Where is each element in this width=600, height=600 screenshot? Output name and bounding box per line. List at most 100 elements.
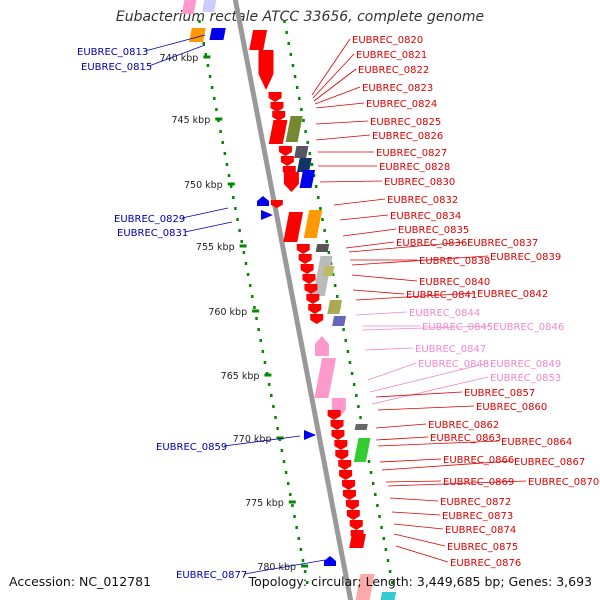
- tick-line-left-dot: [303, 570, 307, 573]
- scale-major-tick: [264, 373, 272, 377]
- scale-label-775-kbp: 775 kbp: [245, 498, 284, 509]
- tick-line-left-dot: [238, 229, 241, 232]
- feature-red-run-7: [310, 314, 324, 324]
- leader-line: [315, 102, 365, 109]
- leader-line: [184, 221, 233, 233]
- gene-label-eubrec_0862: EUBREC_0862: [428, 420, 499, 431]
- feature-blue: [209, 28, 226, 40]
- gene-label-eubrec_0875: EUBREC_0875: [447, 542, 518, 553]
- feature-orange: [303, 210, 323, 238]
- genome-backbone: [232, 0, 354, 600]
- tick-line-right-dot: [310, 163, 314, 166]
- tick-line-right-dot: [378, 515, 381, 518]
- leader-line: [375, 423, 427, 429]
- tick-line-left-dot: [297, 537, 301, 540]
- tick-line-right-dot: [327, 251, 331, 254]
- tick-line-right-dot: [367, 460, 371, 463]
- gene-label-eubrec_0853: EUBREC_0853: [490, 373, 561, 384]
- leader-line: [393, 533, 446, 547]
- topology-summary: Topology: circular; Length: 3,449,685 bp…: [248, 574, 592, 589]
- tick-line-right-dot: [298, 97, 301, 100]
- feature-red-arrow: [283, 172, 299, 192]
- feature-red: [268, 120, 288, 144]
- gene-label-eubrec_0844: EUBREC_0844: [409, 308, 480, 319]
- feature-red: [249, 30, 268, 50]
- tick-line-left-dot: [248, 284, 252, 287]
- leader-line: [369, 362, 489, 393]
- tick-line-right-dot: [314, 185, 318, 188]
- tick-line-left-dot: [232, 196, 235, 199]
- tick-line-right-dot: [289, 53, 293, 56]
- leader-line: [315, 120, 369, 125]
- scale-label-755-kbp: 755 kbp: [196, 242, 235, 253]
- gene-label-eubrec_0842: EUBREC_0842: [477, 289, 548, 300]
- gene-label-eubrec_0826: EUBREC_0826: [372, 131, 443, 142]
- leader-line: [389, 497, 439, 502]
- tick-line-right-dot: [369, 471, 373, 474]
- feature-red-small-1: [270, 102, 284, 112]
- scale-major-tick: [239, 244, 247, 248]
- feature-red-run-3: [302, 274, 316, 284]
- gene-label-eubrec_0839: EUBREC_0839: [490, 252, 561, 263]
- tick-line-right-dot: [323, 229, 326, 232]
- feature-red-run2-0: [327, 410, 341, 420]
- gene-label-eubrec_0825: EUBREC_0825: [370, 117, 441, 128]
- leader-line: [377, 405, 475, 411]
- gene-label-eubrec_0840: EUBREC_0840: [419, 277, 490, 288]
- scale-label-750-kbp: 750 kbp: [184, 180, 223, 191]
- tick-line-right-dot: [376, 504, 379, 507]
- scale-major-tick: [215, 117, 223, 121]
- leader-line: [385, 480, 442, 483]
- leader-line: [312, 53, 355, 99]
- feature-red-run-1: [298, 254, 312, 264]
- scale-major-tick: [227, 182, 235, 186]
- feature-red-run2-9: [345, 500, 359, 510]
- leader-line: [351, 255, 489, 266]
- tick-line-right-dot: [285, 31, 288, 34]
- leader-line: [352, 289, 405, 295]
- scale-major-tick: [288, 500, 296, 504]
- leader-line: [339, 214, 389, 221]
- tick-line-left-dot: [246, 273, 250, 276]
- tick-line-right-dot: [283, 20, 286, 23]
- gene-label-eubrec_0831: EUBREC_0831: [117, 228, 188, 239]
- feature-lilac-top: [202, 0, 217, 12]
- tick-line-right-dot: [357, 405, 360, 408]
- scale-label-745-kbp: 745 kbp: [172, 115, 211, 126]
- tick-line-right-dot: [384, 548, 388, 551]
- gene-label-eubrec_0848: EUBREC_0848: [418, 359, 489, 370]
- feature-red: [283, 212, 304, 242]
- feature-red-run2-3: [334, 440, 348, 450]
- gene-label-eubrec_0828: EUBREC_0828: [379, 162, 450, 173]
- tick-line-right-dot: [346, 350, 350, 353]
- tick-line-left-dot: [305, 581, 309, 584]
- tick-line-left-dot: [202, 42, 205, 45]
- leader-line: [223, 435, 301, 447]
- leader-line: [395, 545, 449, 563]
- feature-tan: [322, 266, 335, 276]
- leader-line: [375, 436, 429, 441]
- tick-line-left-dot: [244, 262, 248, 265]
- feature-red-run2-11: [349, 520, 363, 530]
- feature-red: [349, 534, 366, 548]
- gene-label-eubrec_0849: EUBREC_0849: [490, 359, 561, 370]
- tick-line-left-dot: [295, 526, 298, 529]
- backbone-line: [232, 0, 354, 600]
- leader-line: [355, 292, 476, 301]
- feature-blue: [299, 170, 316, 188]
- feature-navy: [297, 158, 312, 172]
- tick-line-left-dot: [276, 427, 279, 430]
- tick-line-left-dot: [255, 317, 258, 320]
- leader-line: [345, 241, 395, 249]
- gene-label-eubrec_0837: EUBREC_0837: [467, 238, 538, 249]
- gene-label-eubrec_0847: EUBREC_0847: [415, 344, 486, 355]
- leader-line: [381, 460, 513, 471]
- scale-major-tick: [276, 436, 284, 440]
- gene-label-eubrec_0874: EUBREC_0874: [445, 525, 516, 536]
- gene-label-eubrec_0860: EUBREC_0860: [476, 402, 547, 413]
- feature-red-run-6: [308, 304, 322, 314]
- feature-red-run2-10: [346, 510, 360, 520]
- gene-label-eubrec_0867: EUBREC_0867: [514, 457, 585, 468]
- tick-line-right-dot: [300, 108, 303, 111]
